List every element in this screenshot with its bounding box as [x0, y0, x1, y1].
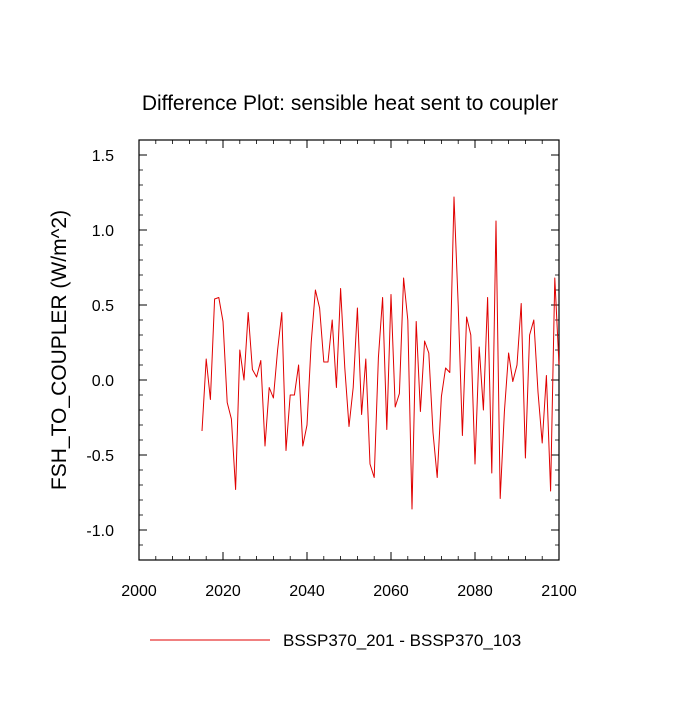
y-tick-label: 1.5 — [92, 148, 114, 165]
x-tick-label: 2060 — [373, 583, 409, 600]
series-group — [201, 196, 560, 510]
y-tick-label: -0.5 — [86, 448, 114, 465]
plot-frame — [138, 139, 560, 561]
axis-ticks — [138, 140, 560, 561]
legend: BSSP370_201 - BSSP370_103 — [150, 631, 521, 650]
x-tick-label: 2000 — [121, 583, 157, 600]
x-tick-label: 2100 — [541, 583, 577, 600]
series-line — [201, 196, 560, 510]
y-tick-label: 1.0 — [92, 223, 114, 240]
y-tick-label: 0.5 — [92, 298, 114, 315]
y-tick-label: 0.0 — [92, 373, 114, 390]
chart-title: Difference Plot: sensible heat sent to c… — [142, 92, 558, 115]
x-tick-label: 2040 — [289, 583, 325, 600]
tick-labels: 2000 2020 2040 2060 2080 2100 -1.0 -0.5 0.0 0.5 1.… — [86, 148, 576, 600]
x-tick-label: 2020 — [205, 583, 241, 600]
y-tick-label: -1.0 — [86, 523, 114, 540]
y-axis-label: FSH_TO_COUPLER (W/m^2) — [48, 210, 71, 490]
x-tick-label: 2080 — [457, 583, 493, 600]
legend-label: BSSP370_201 - BSSP370_103 — [283, 631, 521, 650]
